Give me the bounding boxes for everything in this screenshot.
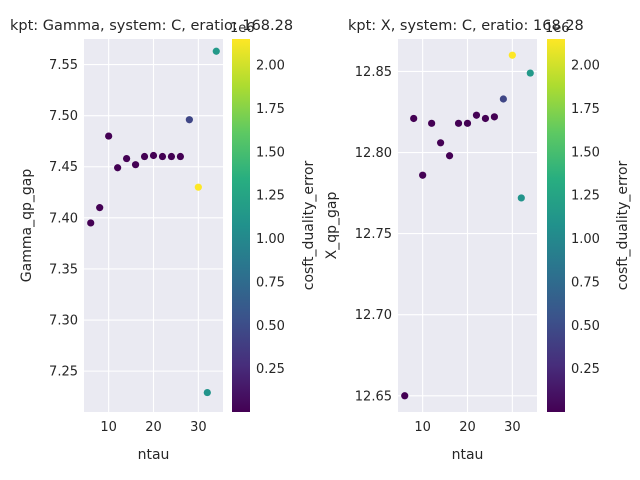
y-axis-label: Gamma_qp_gap bbox=[19, 169, 35, 283]
colorbar-label: cosft_duality_error bbox=[301, 161, 317, 291]
scatter-point bbox=[401, 392, 409, 400]
colorbar-tick-labels: 0.25 0.50 0.75 1.00 1.25 1.50 1.75 2.00 bbox=[256, 59, 285, 378]
scatter-points bbox=[401, 51, 534, 400]
scatter-point bbox=[508, 51, 516, 59]
scatter-point bbox=[526, 69, 534, 77]
y-tick-label: 12.65 bbox=[355, 389, 392, 404]
colorbar bbox=[232, 39, 250, 412]
scatter-point bbox=[419, 171, 427, 179]
x-tick-label: 30 bbox=[190, 420, 207, 435]
y-tick-label: 12.70 bbox=[355, 308, 392, 323]
scatter-point bbox=[428, 119, 436, 127]
chart-title: kpt: X, system: C, eratio: 168.28 bbox=[348, 18, 584, 34]
scatter-point bbox=[410, 114, 418, 123]
scatter-point bbox=[114, 164, 122, 172]
colorbar-offset-label: 1e6 bbox=[230, 21, 255, 36]
scatter-point bbox=[87, 219, 95, 227]
y-tick-label: 7.35 bbox=[49, 262, 78, 277]
colorbar-tick-label: 0.50 bbox=[256, 319, 285, 334]
colorbar-tick-labels: 0.25 0.50 0.75 1.00 1.25 1.50 1.75 2.00 bbox=[571, 59, 600, 378]
colorbar-tick-label: 1.75 bbox=[571, 102, 600, 117]
colorbar-tick-label: 0.75 bbox=[256, 275, 285, 290]
x-tick-label: 20 bbox=[459, 420, 476, 435]
y-tick-label: 7.30 bbox=[49, 314, 78, 329]
y-tick-label: 7.50 bbox=[49, 109, 78, 124]
gridlines bbox=[84, 39, 223, 412]
scatter-point bbox=[131, 161, 140, 169]
scatter-point bbox=[436, 139, 445, 147]
x-axis-label: ntau bbox=[452, 447, 484, 463]
y-axis-label: X_qp_gap bbox=[324, 192, 340, 260]
colorbar-label: cosft_duality_error bbox=[615, 161, 631, 291]
x-tick-labels: 10 20 30 bbox=[100, 420, 206, 435]
x-axis-label: ntau bbox=[138, 447, 170, 463]
scatter-point bbox=[481, 114, 490, 123]
colorbar-tick-label: 1.25 bbox=[571, 189, 600, 204]
scatter-point bbox=[499, 95, 507, 103]
scatter-point bbox=[472, 111, 481, 119]
scatter-point bbox=[490, 113, 499, 121]
scatter-point bbox=[463, 119, 472, 127]
colorbar-tick-label: 1.50 bbox=[571, 145, 600, 160]
colorbar-tick-label: 2.00 bbox=[256, 59, 285, 74]
scatter-point bbox=[149, 151, 158, 160]
y-tick-labels: 12.65 12.70 12.75 12.80 12.85 bbox=[355, 65, 392, 404]
gridlines bbox=[398, 39, 537, 412]
scatter-point bbox=[185, 116, 193, 124]
x-tick-label: 30 bbox=[504, 420, 521, 435]
chart-title: kpt: Gamma, system: C, eratio: 168.28 bbox=[10, 18, 293, 34]
colorbar-tick-label: 0.75 bbox=[571, 275, 600, 290]
x-tick-labels: 10 20 30 bbox=[414, 420, 520, 435]
colorbar-offset-label: 1e6 bbox=[545, 21, 570, 36]
scatter-point bbox=[445, 152, 454, 160]
y-tick-label: 12.80 bbox=[355, 146, 392, 161]
colorbar-tick-label: 0.25 bbox=[256, 362, 285, 377]
scatter-point bbox=[517, 194, 525, 202]
colorbar-tick-label: 1.25 bbox=[256, 189, 285, 204]
y-tick-label: 12.75 bbox=[355, 227, 392, 242]
x-tick-label: 10 bbox=[414, 420, 431, 435]
colorbar bbox=[547, 39, 565, 412]
colorbar-tick-label: 1.75 bbox=[256, 102, 285, 117]
scatter-point bbox=[454, 119, 463, 127]
x-tick-label: 20 bbox=[145, 420, 162, 435]
scatter-point bbox=[194, 183, 202, 191]
colorbar-tick-label: 2.00 bbox=[571, 59, 600, 74]
y-tick-label: 12.85 bbox=[355, 65, 392, 80]
colorbar-tick-label: 0.25 bbox=[571, 362, 600, 377]
y-tick-label: 7.45 bbox=[49, 160, 78, 175]
chart-panel-gamma: kpt: Gamma, system: C, eratio: 168.28 7.… bbox=[10, 18, 317, 463]
scatter-point bbox=[140, 152, 149, 161]
scatter-points bbox=[87, 47, 220, 397]
chart-panel-x: kpt: X, system: C, eratio: 168.28 12.651… bbox=[324, 18, 631, 463]
scatter-point bbox=[158, 152, 167, 161]
scatter-point bbox=[122, 154, 131, 163]
scatter-point bbox=[96, 204, 104, 212]
y-tick-labels: 7.25 7.30 7.35 7.40 7.45 7.50 7.55 bbox=[49, 58, 78, 380]
y-tick-label: 7.55 bbox=[49, 58, 78, 73]
scatter-point bbox=[203, 388, 211, 397]
colorbar-tick-label: 1.50 bbox=[256, 145, 285, 160]
scatter-point bbox=[105, 132, 113, 140]
x-tick-label: 10 bbox=[100, 420, 117, 435]
colorbar-tick-label: 1.00 bbox=[571, 232, 600, 247]
y-tick-label: 7.25 bbox=[49, 365, 78, 380]
colorbar-tick-label: 1.00 bbox=[256, 232, 285, 247]
scatter-point bbox=[176, 152, 185, 161]
scatter-point bbox=[212, 47, 220, 55]
y-tick-label: 7.40 bbox=[49, 211, 78, 226]
scatter-point bbox=[167, 152, 176, 161]
colorbar-tick-label: 0.50 bbox=[571, 319, 600, 334]
